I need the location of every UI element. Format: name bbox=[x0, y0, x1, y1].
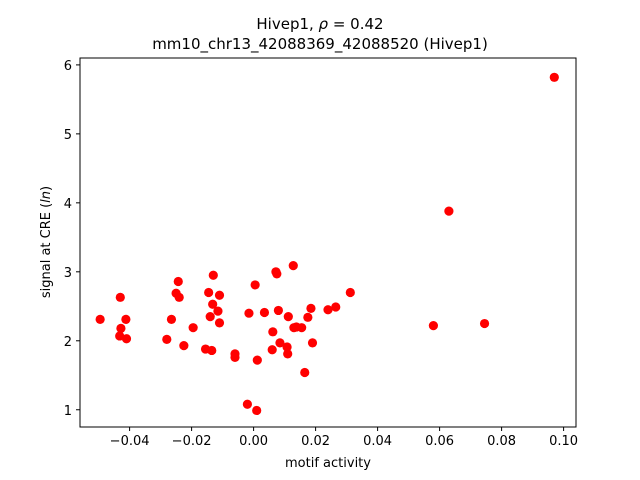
data-point bbox=[208, 299, 218, 309]
data-point bbox=[95, 314, 105, 325]
data-point bbox=[479, 318, 490, 329]
x-tick-label: −0.04 bbox=[110, 434, 150, 449]
y-tick-label: 3 bbox=[64, 266, 72, 281]
data-point bbox=[166, 314, 177, 325]
chart-title: Hivep1, ρ = 0.42 bbox=[256, 15, 383, 33]
data-point bbox=[204, 287, 214, 298]
data-point bbox=[282, 342, 292, 352]
x-tick-label: 0.02 bbox=[301, 434, 330, 449]
data-point bbox=[283, 312, 293, 322]
data-point bbox=[213, 306, 223, 316]
y-axis-ticks: 1 2 3 4 5 6 bbox=[64, 59, 80, 419]
data-point bbox=[250, 280, 260, 290]
data-point bbox=[300, 367, 310, 378]
data-point bbox=[116, 323, 126, 333]
data-point bbox=[205, 312, 215, 322]
data-point bbox=[307, 338, 318, 348]
data-point bbox=[549, 72, 559, 82]
data-point bbox=[275, 338, 285, 348]
data-point bbox=[272, 269, 282, 279]
data-point bbox=[174, 292, 184, 302]
y-tick-label: 5 bbox=[64, 128, 72, 143]
data-point bbox=[162, 334, 172, 345]
data-point bbox=[297, 323, 307, 333]
data-point bbox=[252, 355, 262, 365]
data-point bbox=[207, 345, 217, 356]
data-point bbox=[188, 323, 198, 333]
data-point bbox=[444, 206, 454, 216]
data-point bbox=[288, 261, 298, 271]
data-point bbox=[179, 341, 189, 351]
data-point bbox=[323, 305, 333, 315]
data-point bbox=[428, 321, 438, 331]
data-point bbox=[283, 349, 293, 359]
data-point bbox=[242, 399, 252, 409]
x-axis-label: motif activity bbox=[285, 456, 371, 471]
data-point bbox=[173, 276, 183, 287]
data-point bbox=[252, 405, 262, 416]
data-point bbox=[121, 314, 131, 325]
x-tick-label: 0.04 bbox=[363, 434, 392, 449]
data-point bbox=[268, 327, 278, 337]
y-tick-label: 2 bbox=[64, 335, 72, 350]
data-points bbox=[95, 72, 559, 416]
y-tick-label: 6 bbox=[64, 59, 72, 74]
y-tick-label: 1 bbox=[64, 404, 72, 419]
data-point bbox=[208, 270, 218, 280]
x-tick-label: 0.10 bbox=[549, 434, 578, 449]
data-point bbox=[345, 287, 355, 298]
data-point bbox=[214, 318, 225, 328]
data-point bbox=[259, 307, 270, 318]
x-tick-label: −0.02 bbox=[172, 434, 212, 449]
data-point bbox=[306, 303, 316, 313]
data-point bbox=[214, 290, 225, 300]
data-point bbox=[121, 334, 132, 344]
x-tick-label: 0.08 bbox=[487, 434, 516, 449]
x-tick-label: 0.00 bbox=[239, 434, 268, 449]
x-axis-ticks: −0.04 −0.02 0.00 0.02 0.04 0.06 0.08 0.10 bbox=[110, 427, 578, 449]
data-point bbox=[230, 352, 240, 362]
plot-frame bbox=[79, 57, 577, 428]
chart-subtitle: mm10_chr13_42088369_42088520 (Hivep1) bbox=[152, 35, 488, 54]
x-tick-label: 0.06 bbox=[425, 434, 454, 449]
data-point bbox=[273, 305, 283, 316]
y-axis-label: signal at CRE (ln) bbox=[39, 186, 54, 298]
data-point bbox=[331, 302, 341, 312]
data-point bbox=[267, 345, 277, 355]
data-point bbox=[244, 308, 254, 318]
data-point bbox=[303, 312, 313, 322]
y-tick-label: 4 bbox=[64, 197, 72, 212]
data-point bbox=[115, 292, 125, 302]
